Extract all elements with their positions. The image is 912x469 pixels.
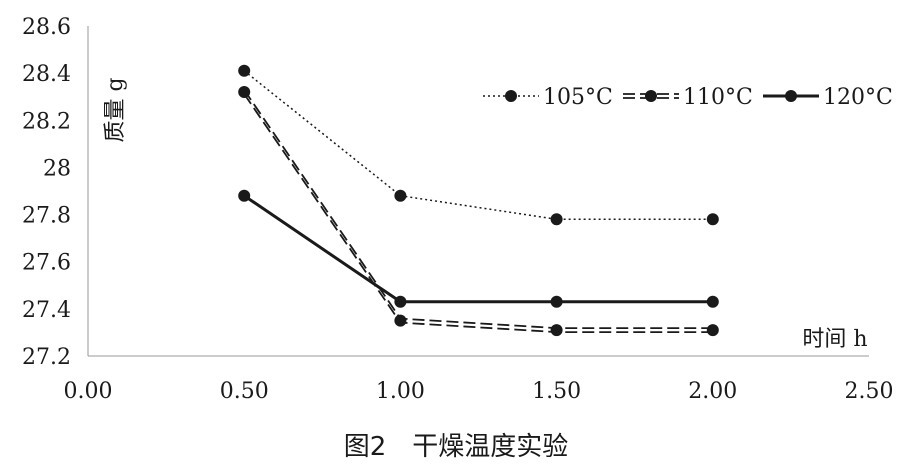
legend-swatch-marker [505, 90, 517, 102]
legend-label: 120°C [823, 85, 893, 110]
y-tick-label: 27.4 [22, 298, 71, 323]
legend-item: 120°C [763, 85, 893, 110]
data-point [394, 314, 407, 327]
legend-item: 110°C [623, 85, 753, 110]
data-point [238, 86, 251, 98]
series-105°C [238, 64, 719, 226]
series-line [243, 89, 713, 329]
y-tick-label: 28 [43, 156, 71, 181]
series-line [243, 70, 713, 221]
series-120°C [238, 189, 719, 308]
legend: 105°C 110°C 120°C [483, 85, 893, 110]
x-tick-label: 2.00 [688, 379, 737, 404]
y-tick-label: 27.8 [22, 204, 71, 229]
data-point [706, 324, 719, 337]
data-point [550, 295, 563, 308]
x-tick-label: 0.50 [220, 379, 269, 404]
data-point [238, 64, 251, 77]
y-tick-label: 28.2 [22, 109, 71, 134]
data-point [394, 189, 407, 202]
y-tick-label: 28.4 [22, 62, 71, 87]
x-axis-title: 时间 h [802, 327, 867, 352]
series-line [243, 93, 713, 333]
x-tick-label: 1.00 [376, 379, 425, 404]
data-point [394, 295, 407, 308]
legend-label: 110°C [683, 85, 753, 110]
figure-caption: 图2 干燥温度实验 [344, 432, 569, 462]
data-point [550, 324, 563, 337]
x-tick-label: 1.50 [532, 379, 581, 404]
y-tick-label: 27.6 [22, 251, 71, 276]
data-point [238, 189, 251, 202]
legend-label: 105°C [543, 85, 613, 110]
y-tick-label: 27.2 [22, 345, 71, 370]
x-tick-label: 0.00 [64, 379, 113, 404]
legend-swatch-marker [645, 90, 657, 102]
legend-swatch-marker [785, 90, 797, 102]
series-110°C [238, 86, 719, 337]
y-tick-labels: 27.2 27.4 27.6 27.8 28 28.2 28.4 28.6 [22, 15, 71, 370]
y-tick-label: 28.6 [22, 15, 71, 40]
series-layer [238, 64, 719, 337]
x-tick-label: 2.50 [845, 379, 894, 404]
data-point [706, 213, 719, 226]
series-line [243, 194, 713, 304]
legend-item: 105°C [483, 85, 613, 110]
x-tick-labels: 0.00 0.50 1.00 1.50 2.00 2.50 [64, 379, 894, 404]
data-point [550, 213, 563, 226]
y-axis-title: 质量 g [103, 77, 128, 142]
data-point [706, 295, 719, 308]
